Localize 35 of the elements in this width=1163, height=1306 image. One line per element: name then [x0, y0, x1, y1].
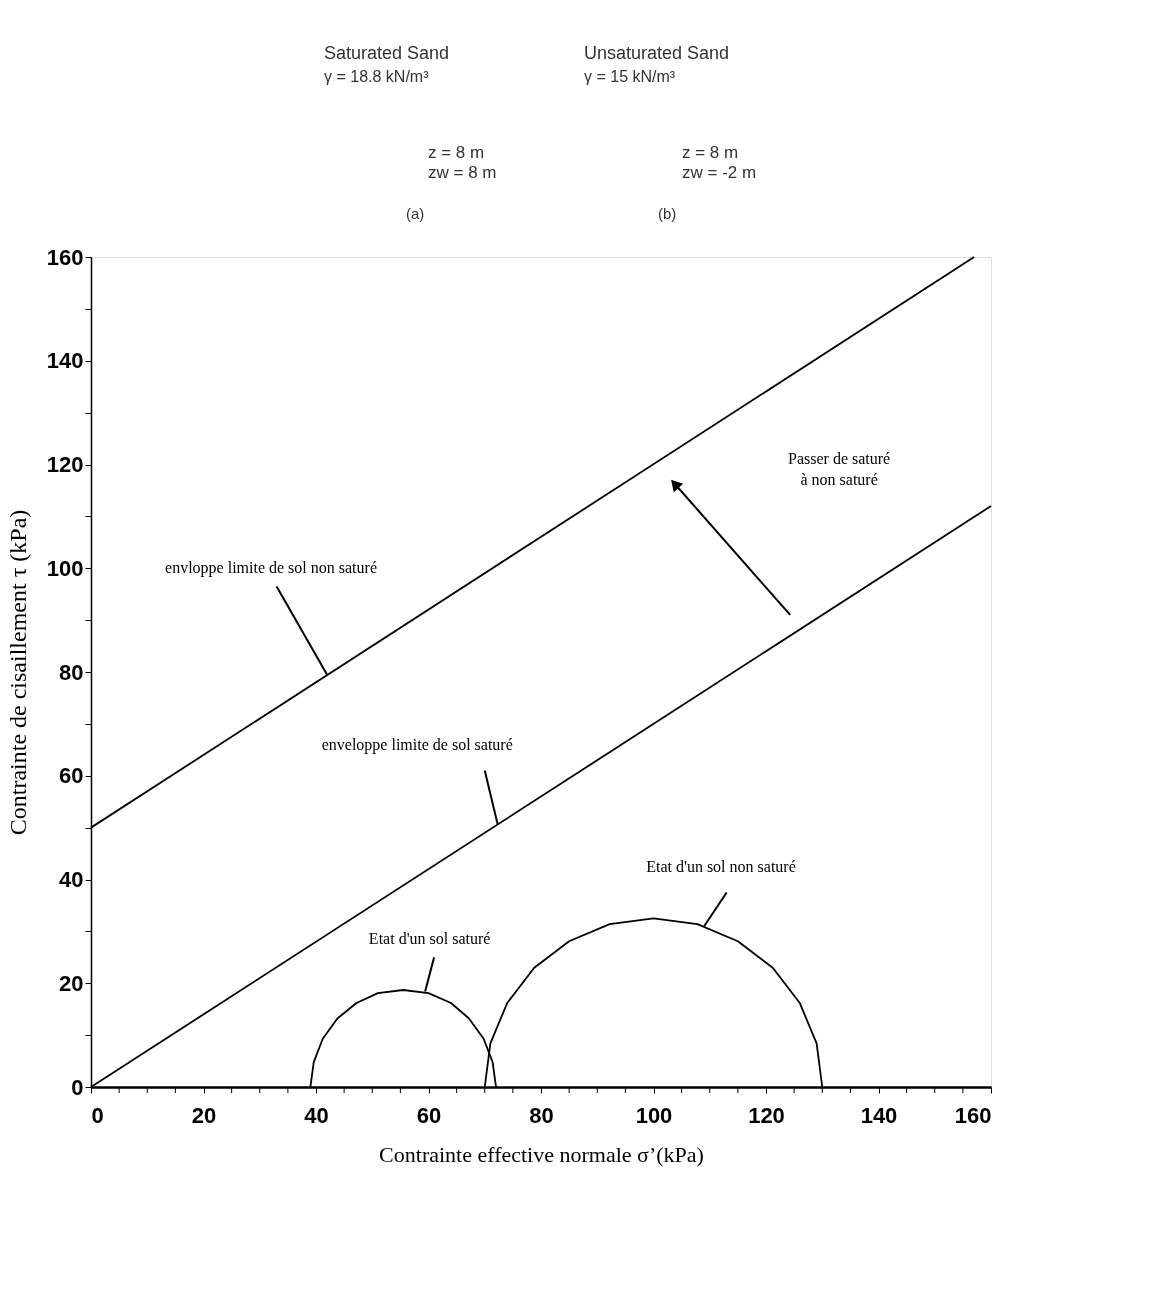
x-tick-label: 100	[635, 1102, 673, 1128]
text: (a)	[406, 205, 425, 222]
annotation: Etat d'un sol non saturé	[646, 857, 796, 875]
x-axis-title: Contrainte effective normale σ’(kPa)	[379, 1141, 704, 1167]
text: Saturated Sand	[324, 42, 450, 63]
y-tick-label: 120	[46, 452, 84, 477]
y-tick-label: 20	[59, 970, 84, 996]
y-tick-label: 0	[71, 1074, 84, 1100]
annotation: envloppe limite de sol non saturé	[165, 559, 377, 578]
text: zw = 8 m	[428, 162, 497, 182]
y-tick-label: 40	[59, 867, 84, 892]
x-tick-label: 80	[529, 1102, 554, 1128]
y-tick-label: 100	[46, 555, 84, 581]
x-tick-label: 120	[748, 1102, 785, 1128]
y-tick-label: 80	[59, 659, 84, 685]
text: z = 8 m	[428, 142, 485, 162]
x-tick-label: 140	[860, 1102, 898, 1128]
text: zw = -2 m	[682, 162, 757, 182]
text: (b)	[658, 205, 677, 222]
text: γ = 15 kN/m³	[584, 67, 676, 85]
text: z = 8 m	[682, 142, 739, 162]
annotation: Etat d'un sol saturé	[368, 930, 491, 948]
annotation: enveloppe limite de sol saturé	[321, 735, 513, 754]
annotation: Passer de saturé à non saturé	[788, 450, 891, 489]
x-tick-label: 20	[191, 1102, 217, 1128]
x-tick-label: 60	[416, 1102, 442, 1128]
x-tick-label: 40	[304, 1102, 329, 1128]
y-tick-label: 60	[59, 763, 84, 789]
text: Unsaturated Sand	[584, 42, 730, 63]
x-tick-label: 160	[954, 1102, 992, 1128]
y-axis-title: Contrainte de cisaillement τ (kPa)	[4, 509, 31, 836]
text: γ = 18.8 kN/m³	[324, 67, 430, 85]
x-tick-label: 0	[91, 1102, 104, 1128]
y-tick-label: 160	[46, 244, 84, 270]
y-tick-label: 140	[46, 348, 84, 374]
